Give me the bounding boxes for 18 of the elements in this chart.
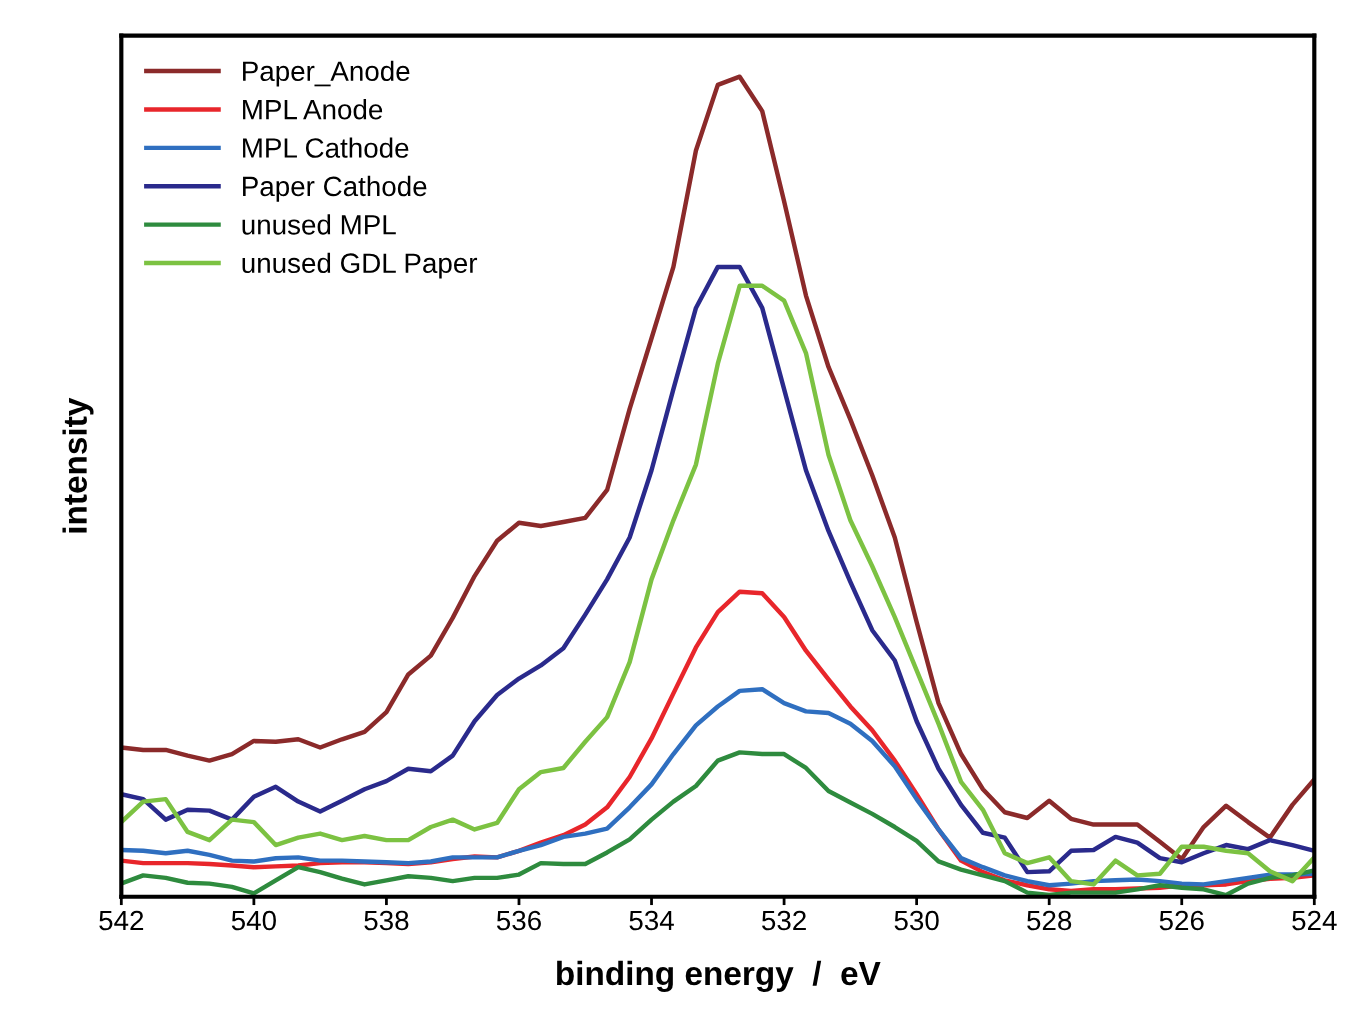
x-tick-label: 542 xyxy=(99,910,144,931)
x-axis-title: binding energy / eV xyxy=(557,960,881,993)
x-tick-label: 524 xyxy=(1292,910,1337,931)
legend-label: Paper Cathode xyxy=(243,175,427,202)
x-tick-label: 536 xyxy=(496,910,541,931)
x-tick-label: 534 xyxy=(629,910,674,931)
x-tick-label: 526 xyxy=(1159,910,1204,931)
legend-label: unused MPL xyxy=(242,214,396,235)
x-tick-label: 538 xyxy=(364,910,409,931)
x-tick-label: 532 xyxy=(762,910,806,931)
legend-label: unused GDL Paper xyxy=(242,252,478,279)
x-tick-label: 528 xyxy=(1027,910,1072,931)
legend-label: MPL Anode xyxy=(243,99,383,120)
legend-label: MPL Cathode xyxy=(243,137,409,158)
legend-label: Paper_Anode xyxy=(243,60,410,87)
x-tick-label: 530 xyxy=(894,910,939,931)
x-tick-label: 540 xyxy=(231,910,276,931)
y-axis-title: intensity xyxy=(62,397,94,533)
